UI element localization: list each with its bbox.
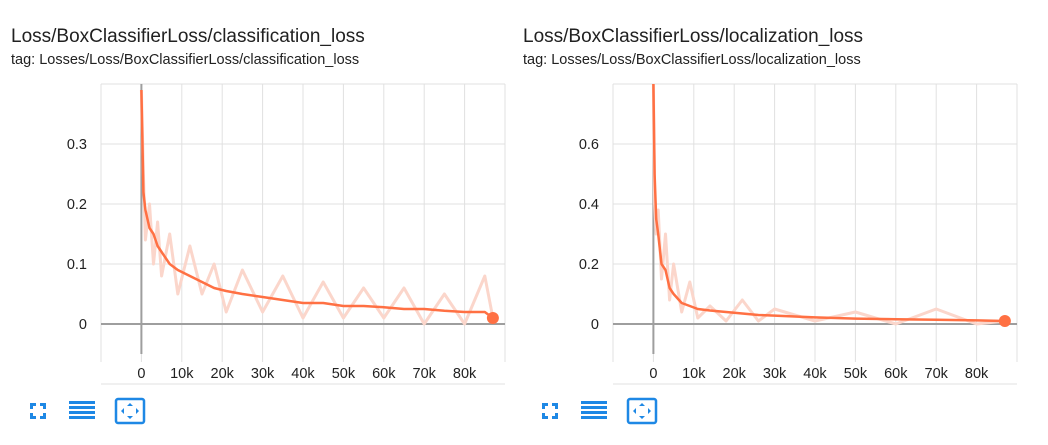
series-line-smoothed	[652, 83, 1005, 323]
y-tick-label: 0.2	[579, 257, 599, 273]
x-tick-label: 40k	[803, 366, 827, 382]
y-tick-label: 0.1	[67, 257, 87, 273]
chart-tag: tag: Losses/Loss/BoxClassifierLoss/class…	[11, 52, 360, 68]
x-tick-label: 10k	[170, 366, 194, 382]
chart-card-classification-loss: Loss/BoxClassifierLoss/classification_lo…	[0, 0, 510, 445]
x-tick-label: 30k	[763, 366, 787, 382]
data-table-button[interactable]	[578, 396, 610, 426]
fit-domain-button[interactable]	[626, 396, 658, 426]
series-endpoint	[486, 312, 499, 324]
x-tick-label: 70k	[413, 366, 437, 382]
x-tick-label: 50k	[844, 366, 868, 382]
x-tick-label: 80k	[965, 366, 989, 382]
fullscreen-icon	[30, 403, 46, 419]
chart-tag: tag: Losses/Loss/BoxClassifierLoss/local…	[523, 52, 861, 68]
series-line-raw	[139, 89, 495, 326]
y-tick-label: 0	[79, 317, 87, 333]
fullscreen-button[interactable]	[534, 396, 566, 426]
series-endpoint	[998, 315, 1011, 327]
chart-card-localization-loss: Loss/BoxClassifierLoss/localization_loss…	[512, 0, 1022, 445]
y-tick-label: 0.2	[67, 197, 87, 213]
y-tick-label: 0.6	[579, 137, 599, 153]
x-tick-label: 40k	[291, 366, 315, 382]
x-tick-label: 60k	[372, 366, 396, 382]
fit-domain-icon	[114, 397, 146, 425]
x-tick-label: 20k	[723, 366, 747, 382]
x-tick-label: 70k	[925, 366, 949, 382]
y-tick-label: 0	[591, 317, 599, 333]
data-table-icon	[69, 401, 95, 419]
chart-title: Loss/BoxClassifierLoss/classification_lo…	[11, 26, 365, 47]
fit-domain-icon	[626, 397, 658, 425]
fit-domain-button[interactable]	[114, 396, 146, 426]
data-table-icon	[581, 401, 607, 419]
x-tick-label: 60k	[884, 366, 908, 382]
chart-title: Loss/BoxClassifierLoss/localization_loss	[523, 26, 864, 47]
grid	[100, 83, 506, 385]
line-chart-localization-loss[interactable]: 0 10k 20k 30k 40k 50k 60k 70k 80k 0 0.2 0.4 0.6	[512, 74, 1022, 394]
fullscreen-icon	[542, 403, 558, 419]
fullscreen-button[interactable]	[22, 396, 54, 426]
x-tick-label: 30k	[251, 366, 275, 382]
y-tick-label: 0.4	[579, 197, 599, 213]
x-tick-label: 10k	[682, 366, 706, 382]
x-tick-label: 80k	[453, 366, 477, 382]
x-tick-label: 20k	[211, 366, 235, 382]
series-line-smoothed	[140, 89, 494, 320]
y-tick-label: 0.3	[67, 137, 87, 153]
data-table-button[interactable]	[66, 396, 98, 426]
x-tick-label: 0	[137, 366, 145, 382]
x-tick-label: 50k	[332, 366, 356, 382]
grid	[612, 83, 1018, 385]
x-tick-label: 0	[649, 366, 657, 382]
line-chart-classification-loss[interactable]: 0 10k 20k 30k 40k 50k 60k 70k 80k 0 0.1 0.2 0.3	[0, 74, 510, 394]
